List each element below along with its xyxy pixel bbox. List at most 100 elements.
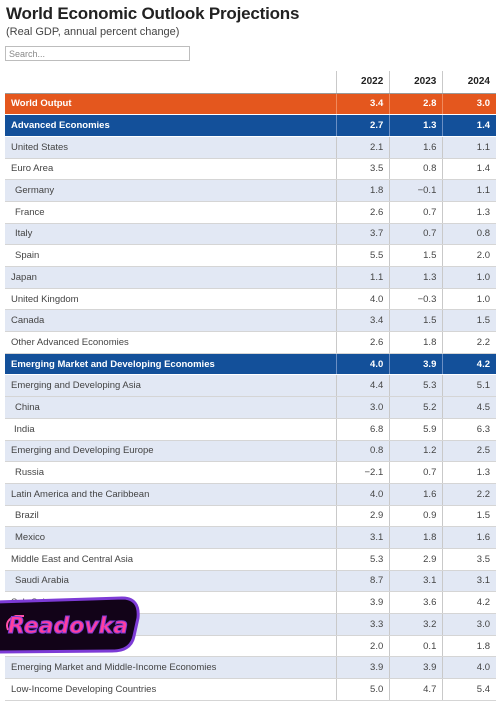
- value-2024: 2.2: [442, 483, 496, 506]
- table-row: Other Advanced Economies 2.6 1.8 2.2: [5, 331, 496, 354]
- value-2023: 1.3: [389, 114, 443, 137]
- row-label: Japan: [5, 266, 337, 289]
- row-label: United Kingdom: [5, 288, 337, 311]
- value-2024: 4.2: [442, 591, 496, 614]
- table-row: United Kingdom 4.0 −0.3 1.0: [5, 288, 496, 311]
- value-2022: 4.0: [336, 353, 390, 376]
- column-header-2022[interactable]: 2022: [336, 71, 390, 94]
- table-row: Canada 3.4 1.5 1.5: [5, 309, 496, 333]
- table-row: France 2.6 0.7 1.3: [5, 201, 496, 224]
- value-2022: 3.5: [336, 158, 390, 181]
- row-label: Emerging Market and Middle-Income Econom…: [5, 656, 337, 680]
- value-2023: −0.3: [389, 288, 443, 311]
- value-2022: 3.1: [336, 526, 390, 549]
- row-label: Euro Area: [5, 158, 337, 181]
- value-2024: 5.1: [442, 374, 496, 398]
- value-2024: 2.2: [442, 331, 496, 354]
- table-row: Japan 1.1 1.3 1.0: [5, 266, 496, 289]
- table-row: Mexico 3.1 1.8 1.6: [5, 526, 496, 549]
- value-2024: 1.1: [442, 179, 496, 202]
- table-row: Euro Area 3.5 0.8 1.4: [5, 158, 496, 181]
- value-2022: 1.1: [336, 266, 390, 289]
- value-2023: 5.9: [389, 418, 443, 441]
- row-label: Saudi Arabia: [5, 570, 337, 593]
- table-row: Low-Income Developing Countries 5.0 4.7 5.4: [5, 678, 496, 701]
- value-2023: 3.6: [389, 591, 443, 614]
- value-2022: 3.0: [336, 396, 390, 419]
- value-2023: 1.8: [389, 526, 443, 549]
- value-2022: −2.1: [336, 461, 390, 484]
- value-2024: 1.4: [442, 114, 496, 137]
- value-2024: 1.5: [442, 309, 496, 333]
- value-2022: 1.8: [336, 179, 390, 202]
- value-2022: 3.4: [336, 93, 390, 116]
- value-2023: 5.2: [389, 396, 443, 419]
- row-label: Canada: [5, 309, 337, 333]
- value-2023: 0.7: [389, 201, 443, 224]
- value-2023: 3.2: [389, 613, 443, 636]
- value-2023: 0.8: [389, 158, 443, 181]
- row-label: Middle East and Central Asia: [5, 548, 337, 571]
- table-row: India 6.8 5.9 6.3: [5, 418, 496, 441]
- value-2023: 3.9: [389, 656, 443, 680]
- value-2023: 5.3: [389, 374, 443, 398]
- value-2024: 1.4: [442, 158, 496, 181]
- table-row: China 3.0 5.2 4.5: [5, 396, 496, 419]
- table-row: Emerging and Developing Europe 0.8 1.2 2.5: [5, 440, 496, 463]
- header-blank-cell: [5, 71, 337, 94]
- value-2023: 0.7: [389, 461, 443, 484]
- table-row: United States 2.1 1.6 1.1: [5, 136, 496, 159]
- page-title: World Economic Outlook Projections: [6, 4, 300, 23]
- value-2023: 4.7: [389, 678, 443, 701]
- row-label: China: [5, 396, 337, 419]
- value-2022: 2.6: [336, 201, 390, 224]
- row-label: Low-Income Developing Countries: [5, 678, 337, 701]
- row-label: Mexico: [5, 526, 337, 549]
- value-2022: 5.0: [336, 678, 390, 701]
- value-2023: 3.1: [389, 570, 443, 593]
- column-header-2023[interactable]: 2023: [389, 71, 443, 94]
- value-2023: 2.9: [389, 548, 443, 571]
- row-label: Emerging and Developing Europe: [5, 440, 337, 463]
- value-2023: 1.3: [389, 266, 443, 289]
- value-2022: 3.9: [336, 656, 390, 680]
- table-row: Saudi Arabia 8.7 3.1 3.1: [5, 570, 496, 593]
- value-2024: 3.1: [442, 570, 496, 593]
- table-row: Italy 3.7 0.7 0.8: [5, 223, 496, 246]
- row-label: France: [5, 201, 337, 224]
- table-row: Brazil 2.9 0.9 1.5: [5, 505, 496, 528]
- row-label: Russia: [5, 461, 337, 484]
- logo-wordmark: Readovka: [8, 614, 128, 639]
- row-label: Spain: [5, 244, 337, 267]
- row-label: United States: [5, 136, 337, 159]
- value-2022: 6.8: [336, 418, 390, 441]
- value-2023: 1.8: [389, 331, 443, 354]
- row-label: Other Advanced Economies: [5, 331, 337, 354]
- value-2024: 1.3: [442, 201, 496, 224]
- value-2023: −0.1: [389, 179, 443, 202]
- value-2022: 2.7: [336, 114, 390, 137]
- table-row: Latin America and the Caribbean 4.0 1.6 2.2: [5, 483, 496, 506]
- value-2024: 1.0: [442, 266, 496, 289]
- row-label: Emerging and Developing Asia: [5, 374, 337, 398]
- row-label: Italy: [5, 223, 337, 246]
- value-2024: 3.0: [442, 613, 496, 636]
- value-2022: 3.7: [336, 223, 390, 246]
- value-2024: 5.4: [442, 678, 496, 701]
- value-2022: 2.6: [336, 331, 390, 354]
- value-2023: 1.6: [389, 483, 443, 506]
- column-header-2024[interactable]: 2024: [442, 71, 496, 94]
- value-2024: 2.5: [442, 440, 496, 463]
- value-2022: 8.7: [336, 570, 390, 593]
- table-row: Emerging and Developing Asia 4.4 5.3 5.1: [5, 374, 496, 398]
- projections-table: 2022 2023 2024 World Output 3.4 2.8 3.0 Adva…: [5, 71, 496, 701]
- value-2024: 0.8: [442, 223, 496, 246]
- search-input[interactable]: [5, 46, 190, 61]
- value-2024: 1.5: [442, 505, 496, 528]
- value-2024: 3.5: [442, 548, 496, 571]
- value-2024: 4.2: [442, 353, 496, 376]
- value-2022: 4.0: [336, 288, 390, 311]
- value-2023: 0.9: [389, 505, 443, 528]
- value-2023: 1.6: [389, 136, 443, 159]
- value-2023: 1.2: [389, 440, 443, 463]
